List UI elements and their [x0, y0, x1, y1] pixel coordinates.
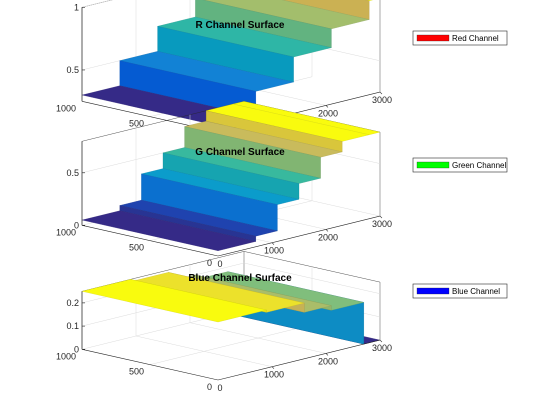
- y-tick-label: 1000: [56, 351, 76, 361]
- z-tick-label: 0: [74, 344, 79, 354]
- x-tick-mark: [271, 366, 275, 369]
- z-tick-label: 0.1: [66, 321, 79, 331]
- x-tick-label: 1000: [264, 370, 284, 380]
- legend-label: Red Channel: [452, 34, 499, 43]
- x-tick-label: 2000: [318, 356, 338, 366]
- chart-title: Blue Channel Surface: [188, 273, 292, 284]
- legend-swatch: [416, 287, 450, 295]
- legend-swatch: [416, 34, 450, 42]
- legend-box: [412, 157, 508, 173]
- y-axis-line: [81, 225, 219, 257]
- legend-box: [412, 30, 508, 46]
- x-axis-line: [217, 339, 381, 381]
- z-tick-label: 0.5: [66, 168, 79, 178]
- x-tick-label: 2000: [318, 108, 338, 118]
- x-axis-line: [217, 215, 381, 257]
- x-tick-mark: [379, 339, 383, 343]
- x-tick-mark: [379, 91, 383, 95]
- x-tick-mark: [379, 215, 383, 219]
- surface-step-top: [81, 279, 267, 323]
- chart-title: R Channel Surface: [196, 20, 285, 31]
- side-wall-outline: [243, 251, 381, 341]
- x-tick-label: 0: [217, 259, 222, 269]
- x-tick-label: 3000: [372, 219, 392, 229]
- legend-swatch: [416, 161, 450, 169]
- x-tick-label: 3000: [372, 95, 392, 105]
- z-tick-label: 1: [74, 2, 79, 12]
- z-tick-label: 0: [74, 220, 79, 230]
- y-tick-label: 1000: [56, 227, 76, 237]
- x-tick-label: 3000: [372, 343, 392, 353]
- surface-step-top: [365, 0, 373, 1]
- legend-label: Green Channel: [452, 161, 506, 170]
- y-tick-label: 0: [207, 382, 212, 392]
- legend-box: [412, 283, 508, 299]
- legend: Red Channel: [412, 30, 508, 46]
- y-tick-label: 500: [129, 243, 144, 253]
- x-tick-label: 2000: [318, 232, 338, 242]
- legend: Blue Channel: [412, 283, 508, 299]
- chart-title: G Channel Surface: [195, 147, 285, 158]
- x-tick-label: 1000: [264, 246, 284, 256]
- surface-step-top: [81, 210, 256, 251]
- x-tick-label: 0: [217, 383, 222, 393]
- x-tick-mark: [325, 105, 329, 108]
- legend-label: Blue Channel: [452, 287, 500, 296]
- y-axis-line: [81, 349, 219, 381]
- legend: Green Channel: [412, 157, 508, 173]
- x-tick-mark: [325, 229, 329, 232]
- y-tick-label: 1000: [56, 103, 76, 113]
- x-tick-mark: [271, 242, 275, 245]
- x-tick-mark: [325, 353, 329, 356]
- z-tick-label: 0.5: [66, 65, 79, 75]
- z-tick-label: 0.2: [66, 298, 79, 308]
- y-tick-label: 0: [207, 258, 212, 268]
- y-tick-label: 500: [129, 119, 144, 129]
- y-tick-label: 500: [129, 367, 144, 377]
